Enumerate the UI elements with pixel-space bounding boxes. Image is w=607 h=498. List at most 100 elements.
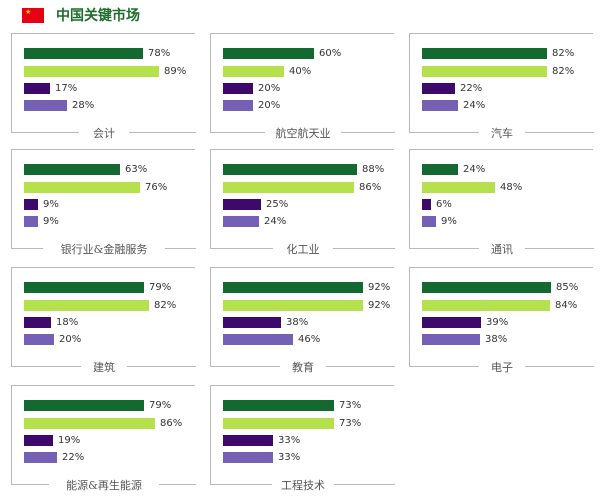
bar-value-label: 60%: [319, 48, 342, 59]
bar-value-label: 20%: [59, 334, 82, 345]
bar-series-1: [422, 282, 551, 293]
bar-value-label: 9%: [43, 199, 59, 210]
bar-series-4: [422, 100, 458, 111]
panel-border-bottom: [410, 366, 479, 367]
bar-series-2: [24, 66, 159, 77]
bar-value-label: 89%: [164, 66, 187, 77]
bar-value-label: 24%: [463, 100, 486, 111]
bar-series-4: [223, 452, 273, 463]
bar-series-3: [24, 317, 51, 328]
bar-series-4: [24, 100, 67, 111]
bar-series-4: [223, 334, 293, 345]
panel-caption: 航空航天业: [275, 127, 331, 140]
panel-caption: 建筑: [93, 361, 115, 374]
bar-value-label: 9%: [43, 216, 59, 227]
bar-series-3: [223, 83, 253, 94]
bar-value-label: 19%: [58, 435, 81, 446]
bar-series-2: [223, 66, 284, 77]
chart-panel: 73% 73% 33% 33% 工程技术: [210, 385, 395, 492]
panel-border-bottom: [211, 366, 280, 367]
chart-panel: 63% 76% 9% 9% 银行业&金融服务: [11, 149, 196, 256]
panel-border-bottom: [129, 132, 196, 133]
bar-value-label: 9%: [441, 216, 457, 227]
bar-value-label: 18%: [56, 317, 79, 328]
bar-value-label: 33%: [278, 452, 301, 463]
bar-series-2: [223, 300, 363, 311]
bar-series-2: [24, 418, 155, 429]
bar-value-label: 73%: [339, 400, 362, 411]
bar-series-2: [24, 182, 140, 193]
bar-series-2: [422, 182, 495, 193]
bar-value-label: 38%: [286, 317, 309, 328]
bar-value-label: 86%: [160, 418, 183, 429]
bar-series-3: [422, 199, 431, 210]
panel-caption: 银行业&金融服务: [60, 243, 148, 256]
bar-series-2: [223, 418, 334, 429]
panel-border-bottom: [127, 366, 196, 367]
panel-caption: 教育: [292, 361, 314, 374]
bar-value-label: 40%: [289, 66, 312, 77]
bar-value-label: 82%: [552, 48, 575, 59]
bar-value-label: 46%: [298, 334, 321, 345]
panel-border-bottom: [410, 248, 479, 249]
page-title: 中国关键市场: [56, 8, 140, 24]
chart-panel: 88% 86% 25% 24% 化工业: [210, 149, 395, 256]
panel-border-bottom: [211, 132, 265, 133]
bar-value-label: 25%: [266, 199, 289, 210]
bar-series-1: [422, 48, 547, 59]
panel-border-bottom: [12, 366, 81, 367]
bar-value-label: 84%: [555, 300, 578, 311]
chart-panel: 85% 84% 39% 38% 电子: [409, 267, 594, 374]
chart-panel: 60% 40% 20% 20% 航空航天业: [210, 33, 395, 140]
bar-value-label: 24%: [264, 216, 287, 227]
panel-border-bottom: [12, 248, 43, 249]
bar-value-label: 22%: [62, 452, 85, 463]
bar-value-label: 82%: [154, 300, 177, 311]
chart-panel: 79% 86% 19% 22% 能源&再生能源: [11, 385, 196, 492]
bar-value-label: 6%: [436, 199, 452, 210]
bar-series-4: [223, 100, 253, 111]
bar-value-label: 63%: [125, 164, 148, 175]
bar-series-2: [24, 300, 149, 311]
bar-value-label: 79%: [149, 400, 172, 411]
bar-value-label: 76%: [145, 182, 168, 193]
bar-series-1: [223, 164, 357, 175]
panel-border-bottom: [211, 484, 272, 485]
chart-panel: 24% 48% 6% 9% 通讯: [409, 149, 594, 256]
bar-series-2: [422, 300, 550, 311]
chart-panel: 82% 82% 22% 24% 汽车: [409, 33, 594, 140]
bar-series-4: [24, 216, 38, 227]
bar-series-1: [422, 164, 458, 175]
chart-panel: 78% 89% 17% 28% 会计: [11, 33, 196, 140]
panel-border-bottom: [525, 366, 594, 367]
bar-series-3: [24, 435, 53, 446]
panel-border-bottom: [159, 484, 196, 485]
bar-series-1: [223, 48, 314, 59]
panel-border-bottom: [326, 366, 395, 367]
panel-border-bottom: [410, 132, 479, 133]
china-flag-icon: ★: [22, 8, 44, 23]
bar-series-4: [223, 216, 259, 227]
bar-value-label: 28%: [72, 100, 95, 111]
panel-border-bottom: [165, 248, 196, 249]
chart-panel: 92% 92% 38% 46% 教育: [210, 267, 395, 374]
panel-caption: 电子: [491, 361, 513, 374]
bar-value-label: 86%: [359, 182, 382, 193]
bar-value-label: 24%: [463, 164, 486, 175]
bar-series-1: [223, 400, 334, 411]
panel-border-bottom: [334, 484, 395, 485]
bar-value-label: 17%: [55, 83, 78, 94]
chart-panel: 79% 82% 18% 20% 建筑: [11, 267, 196, 374]
panel-caption: 化工业: [286, 243, 320, 256]
panel-border-bottom: [525, 248, 594, 249]
bar-value-label: 92%: [368, 300, 391, 311]
bar-series-1: [223, 282, 363, 293]
bar-value-label: 22%: [460, 83, 483, 94]
panel-border-bottom: [525, 132, 594, 133]
bar-value-label: 20%: [258, 83, 281, 94]
bar-series-3: [24, 199, 38, 210]
bar-series-3: [223, 435, 273, 446]
bar-series-3: [223, 199, 261, 210]
bar-series-1: [24, 282, 144, 293]
